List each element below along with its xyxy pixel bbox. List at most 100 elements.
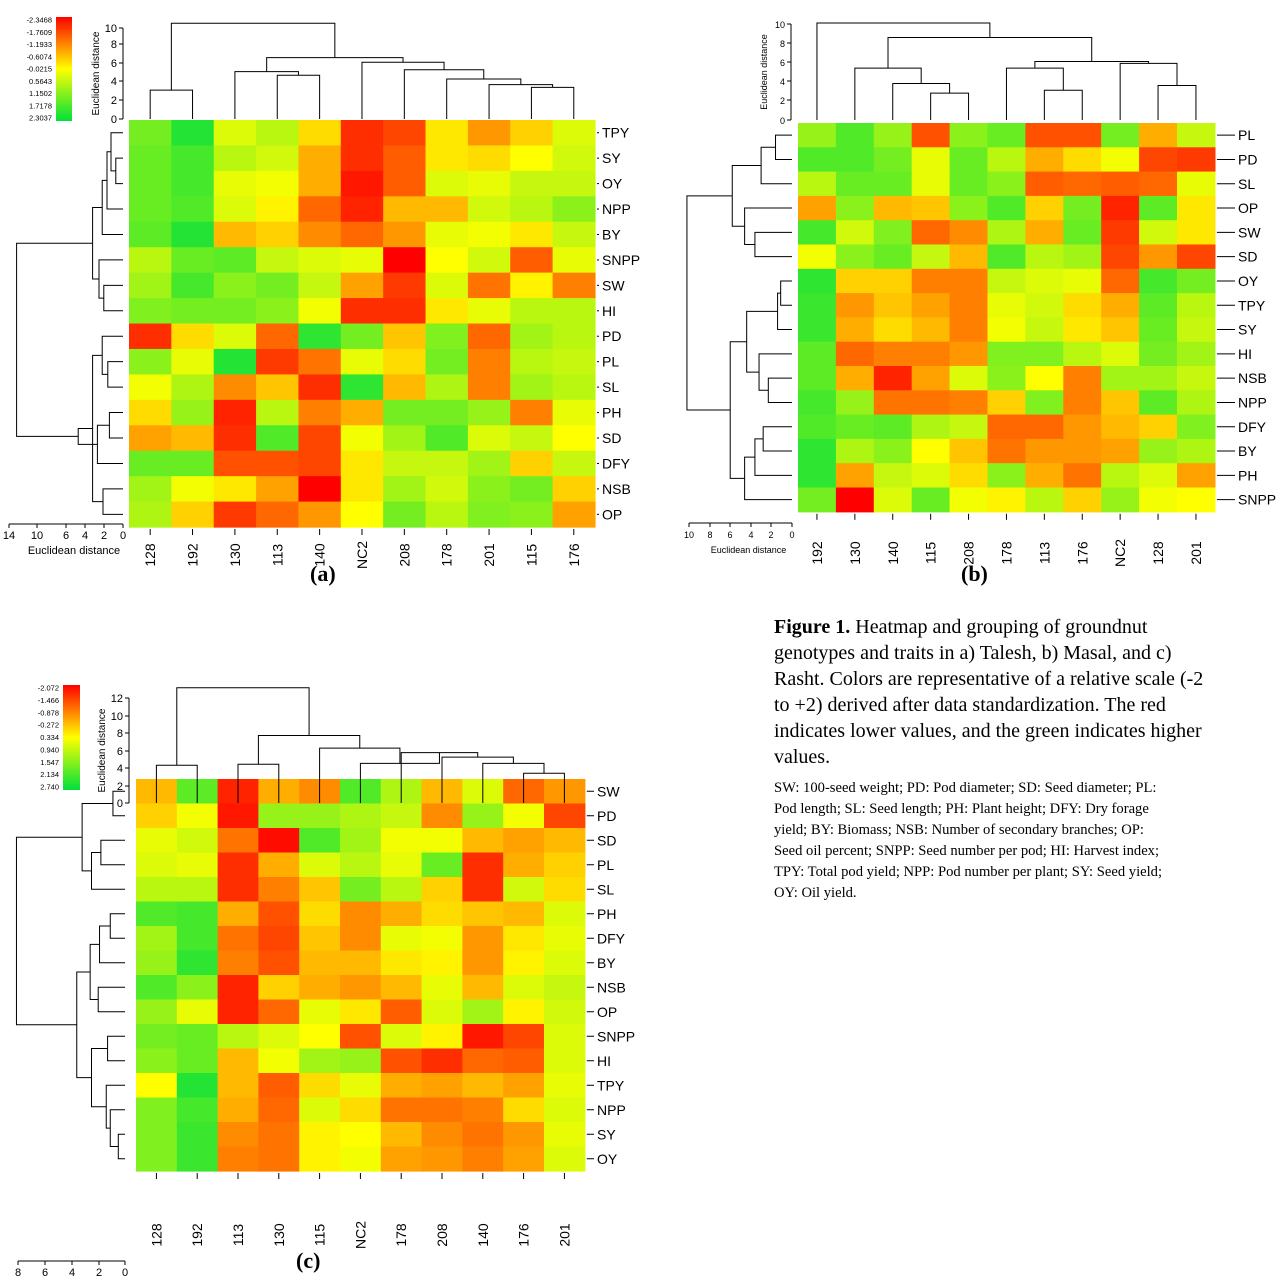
- abbreviation-line-3: yield; BY: Biomass; NSB: Number of secon…: [774, 822, 1144, 838]
- heatmap-cell: [421, 803, 463, 829]
- heatmap-cell: [256, 120, 300, 147]
- heatmap-cell: [467, 196, 511, 223]
- heatmap-cell: [213, 476, 257, 503]
- heatmap-cell: [949, 366, 989, 391]
- column-label: 130: [847, 541, 863, 565]
- heatmap-cell: [873, 244, 913, 270]
- heatmap-cell: [462, 975, 504, 1001]
- heatmap-cell: [462, 1146, 504, 1172]
- heatmap-cell: [949, 171, 989, 197]
- row-label: TPY: [1238, 297, 1266, 313]
- heatmap-cell: [510, 170, 554, 197]
- heatmap-cell: [299, 1097, 341, 1123]
- row-label: PH: [602, 405, 621, 421]
- heatmap-cell: [217, 1073, 259, 1099]
- heatmap-cell: [340, 877, 382, 903]
- heatmap-cell: [256, 247, 300, 274]
- heatmap-cell: [467, 272, 511, 299]
- column-label: NC2: [352, 1221, 368, 1249]
- heatmap-cell: [873, 171, 913, 197]
- heatmap-cell: [1025, 195, 1064, 221]
- top-axis-tick-label: 10: [111, 711, 123, 723]
- heatmap-cell: [340, 852, 382, 878]
- heatmap-cell: [462, 852, 504, 878]
- heatmap-cell: [425, 501, 469, 528]
- row-label: PL: [602, 354, 619, 370]
- heatmap-cell: [467, 399, 511, 426]
- heatmap-cell: [425, 298, 469, 325]
- heatmap-cell: [213, 399, 257, 426]
- column-dendrogram-link: [176, 687, 310, 766]
- heatmap-cell: [129, 196, 172, 223]
- heatmap-cell: [380, 975, 423, 1001]
- heatmap-cell: [1177, 244, 1216, 270]
- row-dendrogram-link: [76, 971, 92, 1079]
- heatmap-cell: [1101, 123, 1140, 148]
- heatmap-cell: [873, 317, 913, 343]
- colorbar-tick-label: 1.1502: [29, 89, 52, 98]
- heatmap-cell: [503, 1097, 545, 1123]
- heatmap-panel-c: SW PD SD PL SL PH DFY BY NSB OP SNPP HI TPY NPP SY OY 12…: [15, 684, 635, 1280]
- heatmap-cell: [1139, 438, 1178, 464]
- heatmap-cell: [1177, 268, 1216, 294]
- heatmap-cell: [171, 501, 215, 528]
- heatmap-cell: [544, 950, 586, 976]
- heatmap-cell: [1139, 293, 1178, 318]
- heatmap-cell: [510, 501, 554, 528]
- row-label: BY: [1238, 443, 1257, 459]
- heatmap-cell: [835, 220, 875, 246]
- row-dendrogram-link: [780, 280, 792, 306]
- heatmap-cell: [987, 220, 1026, 246]
- heatmap-cell: [129, 323, 172, 350]
- left-axis-tick-label: 6: [727, 530, 732, 540]
- row-dendrogram-link: [81, 803, 113, 872]
- heatmap-cell: [1139, 147, 1178, 173]
- heatmap-cell: [298, 476, 342, 503]
- column-dendrogram-link: [854, 67, 922, 120]
- heatmap-cell: [911, 244, 951, 270]
- heatmap-cell: [462, 1024, 504, 1050]
- heatmap-cell: [258, 975, 300, 1001]
- column-label: 192: [189, 1223, 205, 1247]
- heatmap-cell: [987, 366, 1026, 391]
- heatmap-cell: [171, 348, 215, 375]
- row-label: NPP: [602, 201, 631, 217]
- heatmap-cell: [873, 390, 913, 416]
- heatmap-cell: [462, 803, 504, 829]
- heatmap-cell: [136, 1048, 178, 1074]
- heatmap-cell: [1101, 487, 1140, 513]
- heatmap-cell: [544, 975, 586, 1001]
- heatmap-cell: [987, 244, 1026, 270]
- row-label: OP: [597, 1004, 617, 1020]
- row-label: DFY: [1238, 419, 1267, 435]
- heatmap-cell: [987, 147, 1026, 173]
- heatmap-cell: [213, 348, 257, 375]
- colorbar-tick-label: -1.1933: [27, 40, 52, 49]
- heatmap-cell: [298, 196, 342, 223]
- heatmap-cell: [383, 501, 427, 528]
- heatmap-cell: [798, 366, 837, 391]
- heatmap-cell: [987, 414, 1026, 440]
- heatmap-cell: [299, 901, 341, 927]
- heatmap-cell: [1025, 414, 1064, 440]
- heatmap-cell: [176, 1048, 219, 1074]
- row-dendrogram-link: [97, 986, 125, 1013]
- heatmap-cell: [299, 950, 341, 976]
- heatmap-cell: [136, 828, 178, 854]
- heatmap-cell: [176, 1073, 219, 1099]
- heatmap-cell: [503, 828, 545, 854]
- heatmap-cell: [462, 877, 504, 903]
- heatmap-cell: [949, 293, 989, 318]
- heatmap-cell: [299, 852, 341, 878]
- heatmap-cell: [340, 1073, 382, 1099]
- heatmap-cell: [129, 120, 172, 147]
- column-label: NC2: [1112, 539, 1128, 567]
- heatmap-cell: [835, 293, 875, 318]
- heatmap-cell: [256, 272, 300, 299]
- heatmap-cell: [552, 145, 596, 172]
- row-label: SD: [1238, 249, 1257, 265]
- heatmap-cell: [873, 487, 913, 513]
- heatmap-cell: [462, 901, 504, 927]
- heatmap-cell: [256, 399, 300, 426]
- heatmap-cell: [340, 901, 382, 927]
